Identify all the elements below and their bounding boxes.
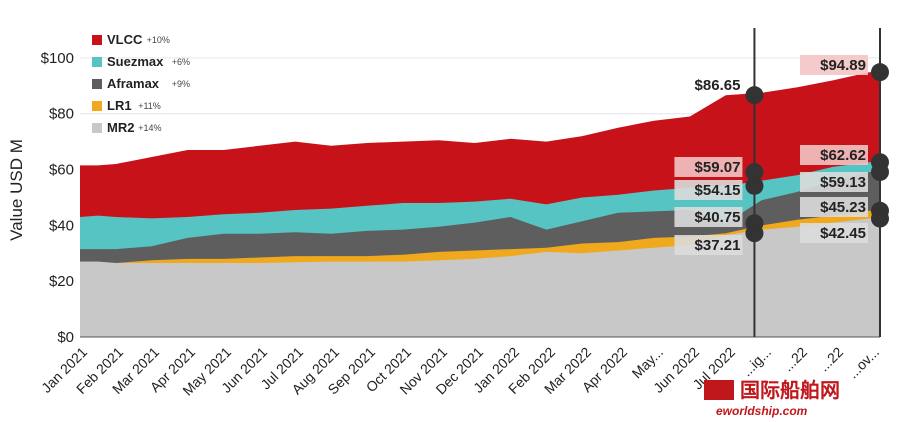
- watermark-cn: 国际船舶网: [740, 378, 840, 402]
- legend-change: +10%: [147, 35, 170, 45]
- marker-dot: [871, 63, 889, 82]
- annotation-label: $62.62: [820, 147, 866, 164]
- annotation-highlight: [674, 180, 743, 200]
- value-annotations: $86.65 $59.07 $54.15 $40.75 $37.21 $94.89 $62.…: [674, 55, 868, 255]
- annotation-highlight: [800, 172, 868, 192]
- legend-change: +6%: [172, 57, 190, 67]
- annotation-highlight: [800, 223, 868, 243]
- annotation-label: $59.07: [695, 159, 741, 176]
- y-tick-label: $60: [49, 162, 74, 179]
- legend-change: +14%: [138, 123, 161, 133]
- annotation-label: $40.75: [695, 209, 741, 226]
- annotation-label: $54.15: [695, 182, 741, 199]
- y-tick-label: $40: [49, 217, 74, 234]
- legend-swatch: [92, 57, 102, 67]
- marker-dot: [745, 224, 764, 243]
- annotation-highlight: [674, 207, 743, 227]
- legend-swatch: [92, 123, 102, 133]
- annotation-label: $94.89: [820, 57, 866, 74]
- annotation-highlight: [800, 55, 868, 75]
- y-axis-label: Value USD M: [7, 139, 26, 241]
- y-tick-label: $80: [49, 106, 74, 123]
- watermark-emblem: [704, 380, 734, 400]
- annotation-highlight: [674, 157, 743, 177]
- legend-change: +9%: [172, 79, 190, 89]
- legend-label: MR2: [107, 120, 134, 135]
- legend-label: LR1: [107, 98, 132, 113]
- legend-swatch: [92, 101, 102, 111]
- legend-label: Aframax: [107, 76, 160, 91]
- y-tick-label: $100: [41, 50, 74, 67]
- watermark-logo: 国际船舶网 eworldship.com: [704, 378, 840, 418]
- legend-label: VLCC: [107, 32, 143, 47]
- legend: VLCC +10% Suezmax +6% Aframax +9% LR1 +11% MR2 +1…: [92, 32, 190, 135]
- y-tick-label: $0: [57, 329, 74, 346]
- annotation-label: $59.13: [820, 174, 866, 191]
- annotation-highlight: [674, 235, 743, 255]
- marker-dot: [745, 163, 764, 182]
- annotation-highlight: [800, 197, 868, 217]
- annotation-label: $37.21: [695, 237, 741, 254]
- legend-change: +11%: [138, 101, 161, 111]
- marker-dot: [871, 162, 889, 181]
- marker-lines: [745, 28, 889, 337]
- annotation-label: $45.23: [820, 199, 866, 216]
- legend-swatch: [92, 35, 102, 45]
- marker-dot: [871, 209, 889, 228]
- legend-swatch: [92, 79, 102, 89]
- legend-label: Suezmax: [107, 54, 164, 69]
- watermark-en: eworldship.com: [716, 404, 808, 418]
- annotation-label: $42.45: [820, 225, 866, 242]
- annotation-highlight: [800, 145, 868, 165]
- marker-dot: [745, 86, 764, 105]
- y-tick-label: $20: [49, 273, 74, 290]
- y-axis-ticks: $0 $20 $40 $60 $80 $100: [41, 50, 74, 346]
- marker-dot: [745, 176, 764, 195]
- annotation-label: $86.65: [695, 77, 741, 94]
